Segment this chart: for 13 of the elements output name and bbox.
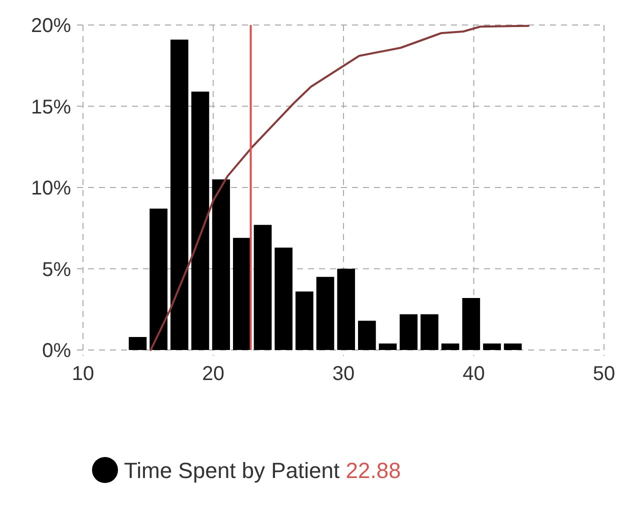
y-tick-label: 15% <box>30 96 72 118</box>
x-tick-label: 40 <box>462 363 485 385</box>
x-tick-label: 30 <box>332 363 355 385</box>
x-tick-label: 20 <box>202 363 224 385</box>
x-tick-label: 10 <box>72 363 94 385</box>
ref-line-label: 22.88 <box>340 458 401 483</box>
y-tick-label: 0% <box>42 340 72 362</box>
legend-label: Time Spent by Patient <box>124 458 340 483</box>
line-series <box>150 24 530 351</box>
x-tick-label: 50 <box>592 363 616 385</box>
y-tick-label: 10% <box>30 178 72 200</box>
y-tick-label: 5% <box>42 258 72 281</box>
y-tick-label: 20% <box>30 15 72 37</box>
